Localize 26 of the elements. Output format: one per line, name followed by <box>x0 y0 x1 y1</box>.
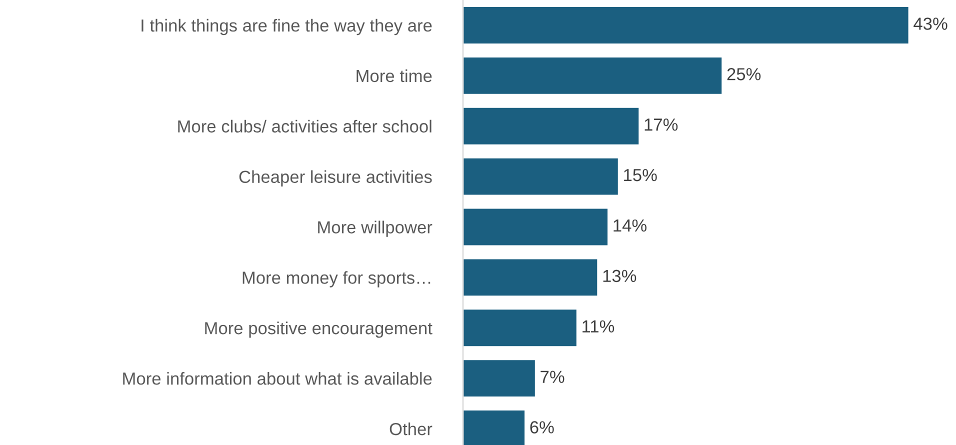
data-label: 15% <box>624 169 657 182</box>
y-tick-label: More money for sports… <box>242 271 430 288</box>
data-label: 13% <box>603 270 636 282</box>
y-tick-label: More information about what is available <box>123 372 432 385</box>
bar <box>463 308 578 348</box>
data-label: 14% <box>614 219 647 232</box>
bar <box>463 6 909 45</box>
y-tick-label: Cheaper leisure activities <box>239 170 432 186</box>
data-label: 11% <box>582 320 614 332</box>
y-tick-label: More time <box>356 69 432 82</box>
y-tick-label: More clubs/ activities after school <box>178 120 432 133</box>
bar <box>463 106 640 146</box>
bar <box>463 207 609 247</box>
data-label: 17% <box>644 118 678 131</box>
data-label: 25% <box>727 68 761 80</box>
bar <box>463 156 620 196</box>
y-tick-label: I think things are fine the way they are <box>142 18 432 36</box>
data-label: 43% <box>914 18 948 30</box>
data-label: 7% <box>540 370 564 383</box>
y-tick-label: Other <box>390 422 432 436</box>
data-label: 6% <box>530 421 554 434</box>
bar <box>463 258 599 298</box>
bar <box>463 56 723 96</box>
y-tick-label: More positive encouragement <box>205 322 432 338</box>
y-tick-label: More willpower <box>318 220 432 237</box>
bar <box>463 358 536 398</box>
